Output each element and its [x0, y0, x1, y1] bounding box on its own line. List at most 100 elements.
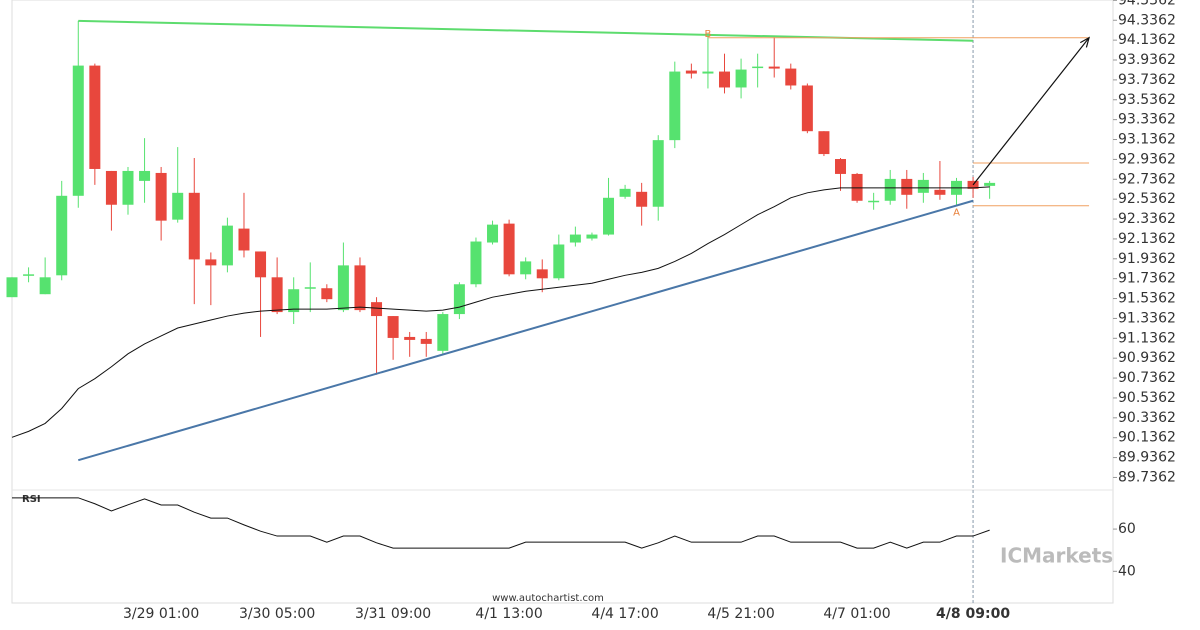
candle-body	[122, 170, 134, 205]
candle-body	[354, 265, 366, 311]
y-tick-label: 93.7362	[1118, 72, 1176, 88]
candle-body	[818, 131, 830, 155]
candle-body	[719, 71, 731, 88]
y-tick-label: 90.7362	[1118, 370, 1176, 386]
pattern-point: A	[953, 208, 960, 219]
candle-body	[801, 85, 813, 132]
forecast-arrow	[972, 37, 1090, 186]
candle-body	[752, 66, 764, 69]
candle-body	[56, 195, 68, 276]
rsi-tick-label: 60	[1118, 521, 1136, 537]
candle-body	[652, 140, 664, 207]
source: www.autochartist.com	[492, 593, 604, 604]
y-tick-label: 89.7362	[1118, 469, 1176, 485]
candle-body	[221, 225, 233, 266]
candle-body	[503, 223, 515, 275]
candle-body	[420, 338, 432, 344]
y-tick-label: 89.9362	[1118, 450, 1176, 466]
y-tick-label: 90.1362	[1118, 430, 1176, 446]
x-tick-label: 4/4 17:00	[591, 606, 658, 622]
candle-body	[934, 189, 946, 195]
candle-body	[901, 178, 913, 195]
candle-body	[23, 274, 35, 276]
candle-body	[371, 302, 383, 317]
rsi-line	[12, 497, 990, 549]
y-tick-label: 93.5362	[1118, 92, 1176, 108]
candle-body	[917, 179, 929, 193]
x-tick-label: 4/5 21:00	[707, 606, 774, 622]
candle-body	[155, 172, 167, 221]
candle-body	[387, 316, 399, 338]
candle-body	[304, 287, 316, 289]
candle-body	[536, 269, 548, 279]
y-tick-label: 91.7362	[1118, 271, 1176, 287]
y-tick-label: 93.3362	[1118, 112, 1176, 128]
candle-body	[271, 277, 283, 313]
candle-body	[105, 170, 117, 205]
candle-body	[337, 265, 349, 311]
y-tick-label: 94.3362	[1118, 12, 1176, 28]
candle-body	[139, 170, 151, 181]
candle-body	[89, 65, 101, 169]
candle-body	[553, 244, 565, 279]
y-tick-label: 92.7362	[1118, 171, 1176, 187]
candle-body	[172, 192, 184, 220]
y-tick-label: 92.1362	[1118, 231, 1176, 247]
candle-body	[255, 251, 267, 278]
candle-body	[884, 178, 896, 201]
candle-body	[321, 288, 333, 300]
candle-body	[6, 277, 18, 298]
candle-body	[470, 241, 482, 285]
candle-body	[785, 68, 797, 86]
candle-body	[487, 224, 499, 243]
y-tick-label: 90.3362	[1118, 410, 1176, 426]
y-tick-label: 93.9362	[1118, 52, 1176, 68]
y-tick-label: 90.5362	[1118, 390, 1176, 406]
arrow-head	[1079, 36, 1091, 48]
candle-body	[735, 69, 747, 88]
candle-body	[586, 234, 598, 239]
candle-body	[835, 159, 846, 174]
candle-body	[238, 228, 250, 251]
y-tick-label: 94.5362	[1118, 0, 1176, 8]
candle-body	[619, 188, 631, 197]
candle-body	[39, 277, 51, 295]
rsi-tick-label: 40	[1118, 563, 1136, 579]
x-tick-label: 4/7 01:00	[823, 606, 890, 622]
rsi-label: RSI	[22, 494, 41, 505]
candle-body	[404, 336, 416, 340]
x-tick-label: 3/29 01:00	[123, 606, 199, 622]
y-tick-label: 93.1362	[1118, 132, 1176, 148]
moving-average	[11, 186, 990, 438]
x-tick-label: 3/31 09:00	[355, 606, 431, 622]
candle-body	[636, 191, 648, 207]
y-tick-label: 91.9362	[1118, 251, 1176, 267]
candle-body	[868, 200, 880, 203]
candle-body	[569, 234, 581, 243]
y-tick-label: 90.9362	[1118, 350, 1176, 366]
candle-body	[669, 71, 681, 141]
candle-body	[72, 65, 84, 196]
candle-body	[768, 66, 780, 69]
candle-body	[288, 289, 300, 313]
y-tick-label: 92.3362	[1118, 211, 1176, 227]
x-tick-label: 4/1 13:00	[475, 606, 542, 622]
candle-body	[453, 284, 465, 315]
candle-body	[702, 71, 714, 74]
y-tick-label: 91.1362	[1118, 330, 1176, 346]
y-tick-label: 92.9362	[1118, 151, 1176, 167]
candle-body	[967, 180, 979, 189]
candle-body	[437, 314, 449, 351]
candle-body	[984, 182, 996, 186]
candle-body	[188, 192, 200, 260]
watermark: ICMarkets	[1000, 544, 1113, 568]
y-tick-label: 91.5362	[1118, 291, 1176, 307]
candle-body	[205, 259, 217, 266]
y-tick-label: 91.3362	[1118, 310, 1176, 326]
candle-body	[603, 197, 615, 235]
plot-frame	[11, 0, 1114, 604]
trendline	[78, 199, 974, 462]
candle-body	[685, 70, 697, 74]
